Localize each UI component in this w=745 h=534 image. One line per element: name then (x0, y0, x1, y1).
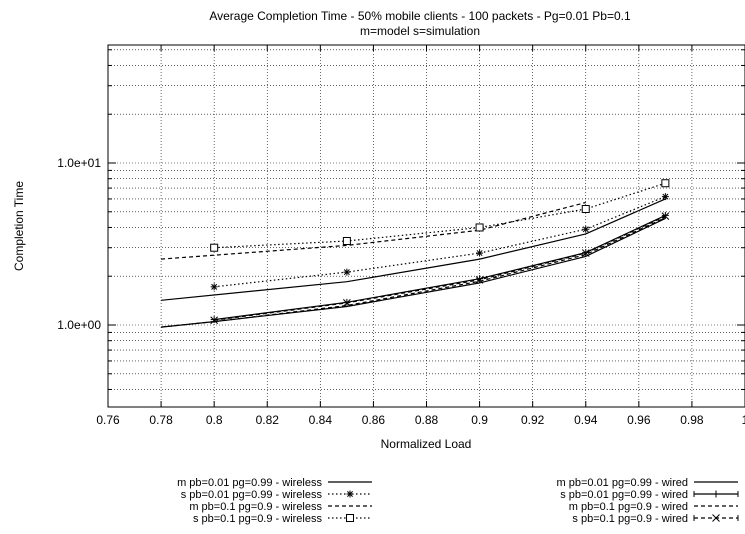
series-2 (210, 193, 669, 291)
data-point-square (210, 243, 219, 252)
star-stroke (476, 250, 483, 257)
series-line (214, 196, 666, 288)
x-tick-label: 0.8 (206, 413, 223, 427)
legend-label: m pb=0.1 pg=0.9 - wired (569, 501, 688, 513)
legend-entry: s pb=0.01 pg=0.99 - wireless (181, 489, 372, 501)
legend-entry: m pb=0.01 pg=0.99 - wired (557, 477, 738, 489)
plot-lines (161, 179, 670, 328)
data-point-star (661, 193, 669, 201)
data-point-square (475, 223, 484, 232)
legend-entry: m pb=0.1 pg=0.9 - wireless (189, 501, 372, 513)
x-tick-label: 0.98 (680, 413, 704, 427)
data-point-cross (661, 212, 670, 220)
series-8 (210, 212, 670, 325)
cross-stroke (661, 212, 670, 220)
star-stroke (211, 283, 218, 290)
legend-label: s pb=0.01 pg=0.99 - wireless (181, 489, 323, 501)
series-line (161, 198, 666, 301)
x-tick-label: 0.96 (627, 413, 651, 427)
legend-label: m pb=0.1 pg=0.9 - wireless (189, 501, 322, 513)
series-line (161, 217, 666, 328)
data-point-cross (581, 249, 590, 257)
series-line (214, 214, 666, 321)
data-point-cross (343, 298, 351, 307)
series-3 (161, 201, 586, 260)
x-tick-label: 0.84 (309, 413, 333, 427)
series-line (214, 215, 666, 321)
data-point-star (346, 490, 354, 498)
y-tick-label: 1.0e+00 (57, 318, 101, 332)
data-point-plus (712, 490, 720, 498)
legend-entry: s pb=0.1 pg=0.9 - wired (572, 513, 739, 525)
x-tick-label: 0.82 (256, 413, 280, 427)
series-1 (161, 198, 666, 301)
data-point-star (210, 283, 218, 291)
legend-entry: m pb=0.1 pg=0.9 - wired (569, 501, 738, 513)
series-4 (210, 179, 670, 252)
x-tick-label: 0.88 (415, 413, 439, 427)
cross-stroke (343, 298, 351, 307)
star-stroke (347, 491, 353, 497)
x-axis: 0.76 0.78 0.8 0.82 0.84 0.86 0.88 0.9 0.92 0.94 0.… (96, 45, 745, 427)
x-tick-label: 0.92 (521, 413, 545, 427)
data-point-square (342, 237, 351, 246)
data-point-star (343, 268, 351, 276)
data-point-plus (476, 275, 484, 283)
legend-label: m pb=0.01 pg=0.99 - wired (557, 477, 688, 489)
legend-entry: s pb=0.01 pg=0.99 - wired (560, 489, 739, 501)
series-line (161, 201, 586, 260)
x-tick-label: 1 (742, 413, 745, 427)
cross-stroke (210, 316, 219, 325)
data-point-star (582, 225, 590, 233)
x-tick-label: 0.76 (96, 413, 120, 427)
legend-label: m pb=0.01 pg=0.99 - wireless (177, 477, 322, 489)
star-stroke (582, 226, 589, 233)
series-7 (161, 217, 666, 328)
data-point-cross (210, 316, 219, 325)
x-tick-label: 0.86 (362, 413, 386, 427)
y-tick-label: 1.0e+01 (57, 156, 101, 170)
legend-label: s pb=0.1 pg=0.9 - wired (572, 513, 688, 525)
x-tick-label: 0.9 (471, 413, 488, 427)
star-stroke (662, 193, 669, 200)
series-line (214, 182, 666, 249)
series-line (161, 217, 666, 328)
series-6 (210, 211, 669, 324)
cross-stroke (581, 249, 590, 257)
x-tick-label: 0.78 (149, 413, 173, 427)
cross-stroke (712, 514, 720, 522)
data-point-star (476, 249, 484, 257)
data-point-square (581, 205, 590, 214)
series-5 (161, 217, 666, 328)
legend-label: s pb=0.1 pg=0.9 - wireless (193, 513, 323, 525)
cross-stroke (475, 275, 484, 284)
legend-entry: s pb=0.1 pg=0.9 - wireless (193, 513, 372, 525)
x-axis-label: Normalized Load (381, 437, 472, 451)
legend-label: s pb=0.01 pg=0.99 - wired (560, 489, 688, 501)
data-point-square (346, 514, 354, 522)
y-axis-label: Completion Time (12, 181, 26, 271)
chart-title: Average Completion Time - 50% mobile cli… (209, 9, 631, 23)
chart-subtitle: m=model s=simulation (360, 24, 480, 38)
star-stroke (343, 269, 350, 276)
data-point-square (661, 179, 670, 188)
data-point-cross (712, 514, 720, 522)
data-point-cross (475, 275, 484, 284)
legend-entry: m pb=0.01 pg=0.99 - wireless (177, 477, 372, 489)
x-tick-label: 0.94 (574, 413, 598, 427)
y-axis: 1.0e+00 1.0e+01 (57, 49, 745, 390)
